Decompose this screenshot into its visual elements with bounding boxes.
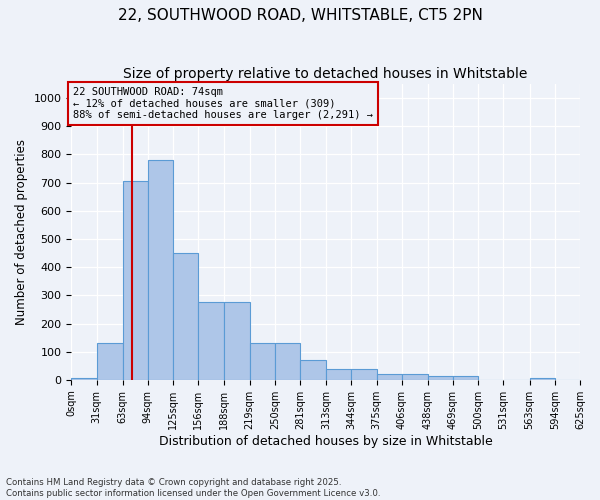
Bar [428,376,453,380]
Title: Size of property relative to detached houses in Whitstable: Size of property relative to detached ho… [124,68,528,82]
Bar [530,378,555,380]
Text: Contains HM Land Registry data © Crown copyright and database right 2025.
Contai: Contains HM Land Registry data © Crown c… [6,478,380,498]
Bar [377,374,402,380]
Text: 22 SOUTHWOOD ROAD: 74sqm
← 12% of detached houses are smaller (309)
88% of semi-: 22 SOUTHWOOD ROAD: 74sqm ← 12% of detach… [73,87,373,120]
Bar [122,181,148,380]
Bar [97,343,122,380]
Bar [300,360,326,380]
Bar [351,370,377,380]
Bar [173,253,198,380]
Bar [326,370,351,380]
Bar [71,378,97,380]
X-axis label: Distribution of detached houses by size in Whitstable: Distribution of detached houses by size … [159,434,493,448]
Bar [224,302,250,380]
Bar [198,302,224,380]
Bar [148,160,173,380]
Bar [453,376,478,380]
Bar [250,343,275,380]
Bar [275,343,300,380]
Text: 22, SOUTHWOOD ROAD, WHITSTABLE, CT5 2PN: 22, SOUTHWOOD ROAD, WHITSTABLE, CT5 2PN [118,8,482,22]
Bar [402,374,428,380]
Y-axis label: Number of detached properties: Number of detached properties [15,139,28,325]
